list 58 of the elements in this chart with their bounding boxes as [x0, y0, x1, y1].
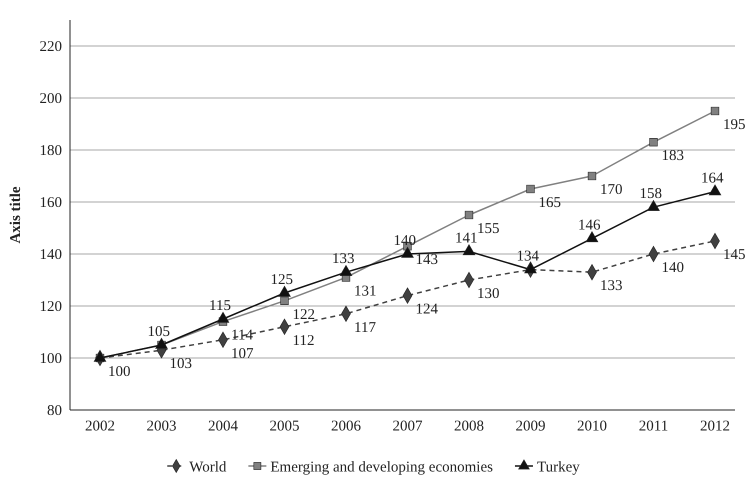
data-label: 103 — [170, 356, 192, 372]
x-tick-label: 2003 — [146, 418, 176, 435]
data-label: 112 — [292, 332, 314, 349]
x-tick-label: 2006 — [331, 418, 362, 435]
data-label: 140 — [394, 233, 416, 249]
data-label: 141 — [455, 230, 478, 246]
data-label: 115 — [209, 298, 231, 314]
x-tick-label: 2008 — [454, 418, 484, 435]
data-label: 133 — [600, 278, 622, 294]
data-label: 165 — [538, 195, 561, 211]
data-label: 134 — [516, 248, 540, 265]
x-tick-label: 2012 — [700, 418, 730, 435]
x-tick-label: 2010 — [577, 418, 607, 435]
data-label: 122 — [292, 306, 315, 323]
point — [588, 172, 596, 180]
y-tick-label: 200 — [40, 90, 62, 107]
data-label: 195 — [723, 117, 746, 133]
data-label: 117 — [354, 320, 376, 336]
point — [710, 106, 720, 116]
data-label: 145 — [723, 247, 746, 263]
x-tick-label: 2004 — [208, 418, 238, 435]
data-label: 100 — [108, 364, 130, 380]
legend-label: World — [189, 459, 227, 476]
x-tick-label: 2005 — [270, 418, 300, 435]
data-label: 131 — [354, 283, 376, 300]
point — [464, 210, 474, 220]
y-tick-label: 100 — [40, 350, 62, 367]
legend-label: Emerging and developing economies — [270, 459, 494, 476]
point — [526, 184, 535, 194]
y-tick-label: 220 — [40, 38, 62, 55]
x-tick-label: 2009 — [516, 418, 546, 435]
data-label: 158 — [640, 186, 662, 202]
point — [280, 296, 289, 305]
y-tick-label: 120 — [40, 298, 62, 315]
data-label: 133 — [332, 251, 354, 268]
data-label: 124 — [416, 302, 438, 318]
y-tick-label: 160 — [40, 194, 62, 211]
data-label: 107 — [231, 346, 254, 362]
x-tick-label: 2011 — [638, 418, 668, 435]
data-label: 170 — [600, 182, 622, 198]
data-label: 105 — [148, 324, 170, 340]
y-tick-label: 140 — [40, 246, 62, 263]
data-label: 183 — [662, 148, 684, 164]
data-label: 146 — [578, 217, 601, 234]
data-label: 130 — [477, 286, 500, 302]
data-label: 164 — [701, 170, 724, 187]
data-label: 125 — [270, 272, 293, 288]
data-label: 114 — [231, 328, 254, 344]
x-tick-label: 2007 — [392, 418, 423, 435]
y-tick-label: 180 — [40, 142, 62, 159]
legend-label: Turkey — [536, 459, 580, 476]
y-tick-label: 80 — [47, 402, 62, 419]
data-label: 155 — [477, 221, 500, 237]
y-axis-title: Axis title — [8, 186, 24, 244]
data-label: 143 — [416, 252, 438, 268]
point — [649, 138, 658, 146]
data-label: 140 — [662, 260, 684, 276]
x-tick-label: 2002 — [85, 418, 115, 435]
